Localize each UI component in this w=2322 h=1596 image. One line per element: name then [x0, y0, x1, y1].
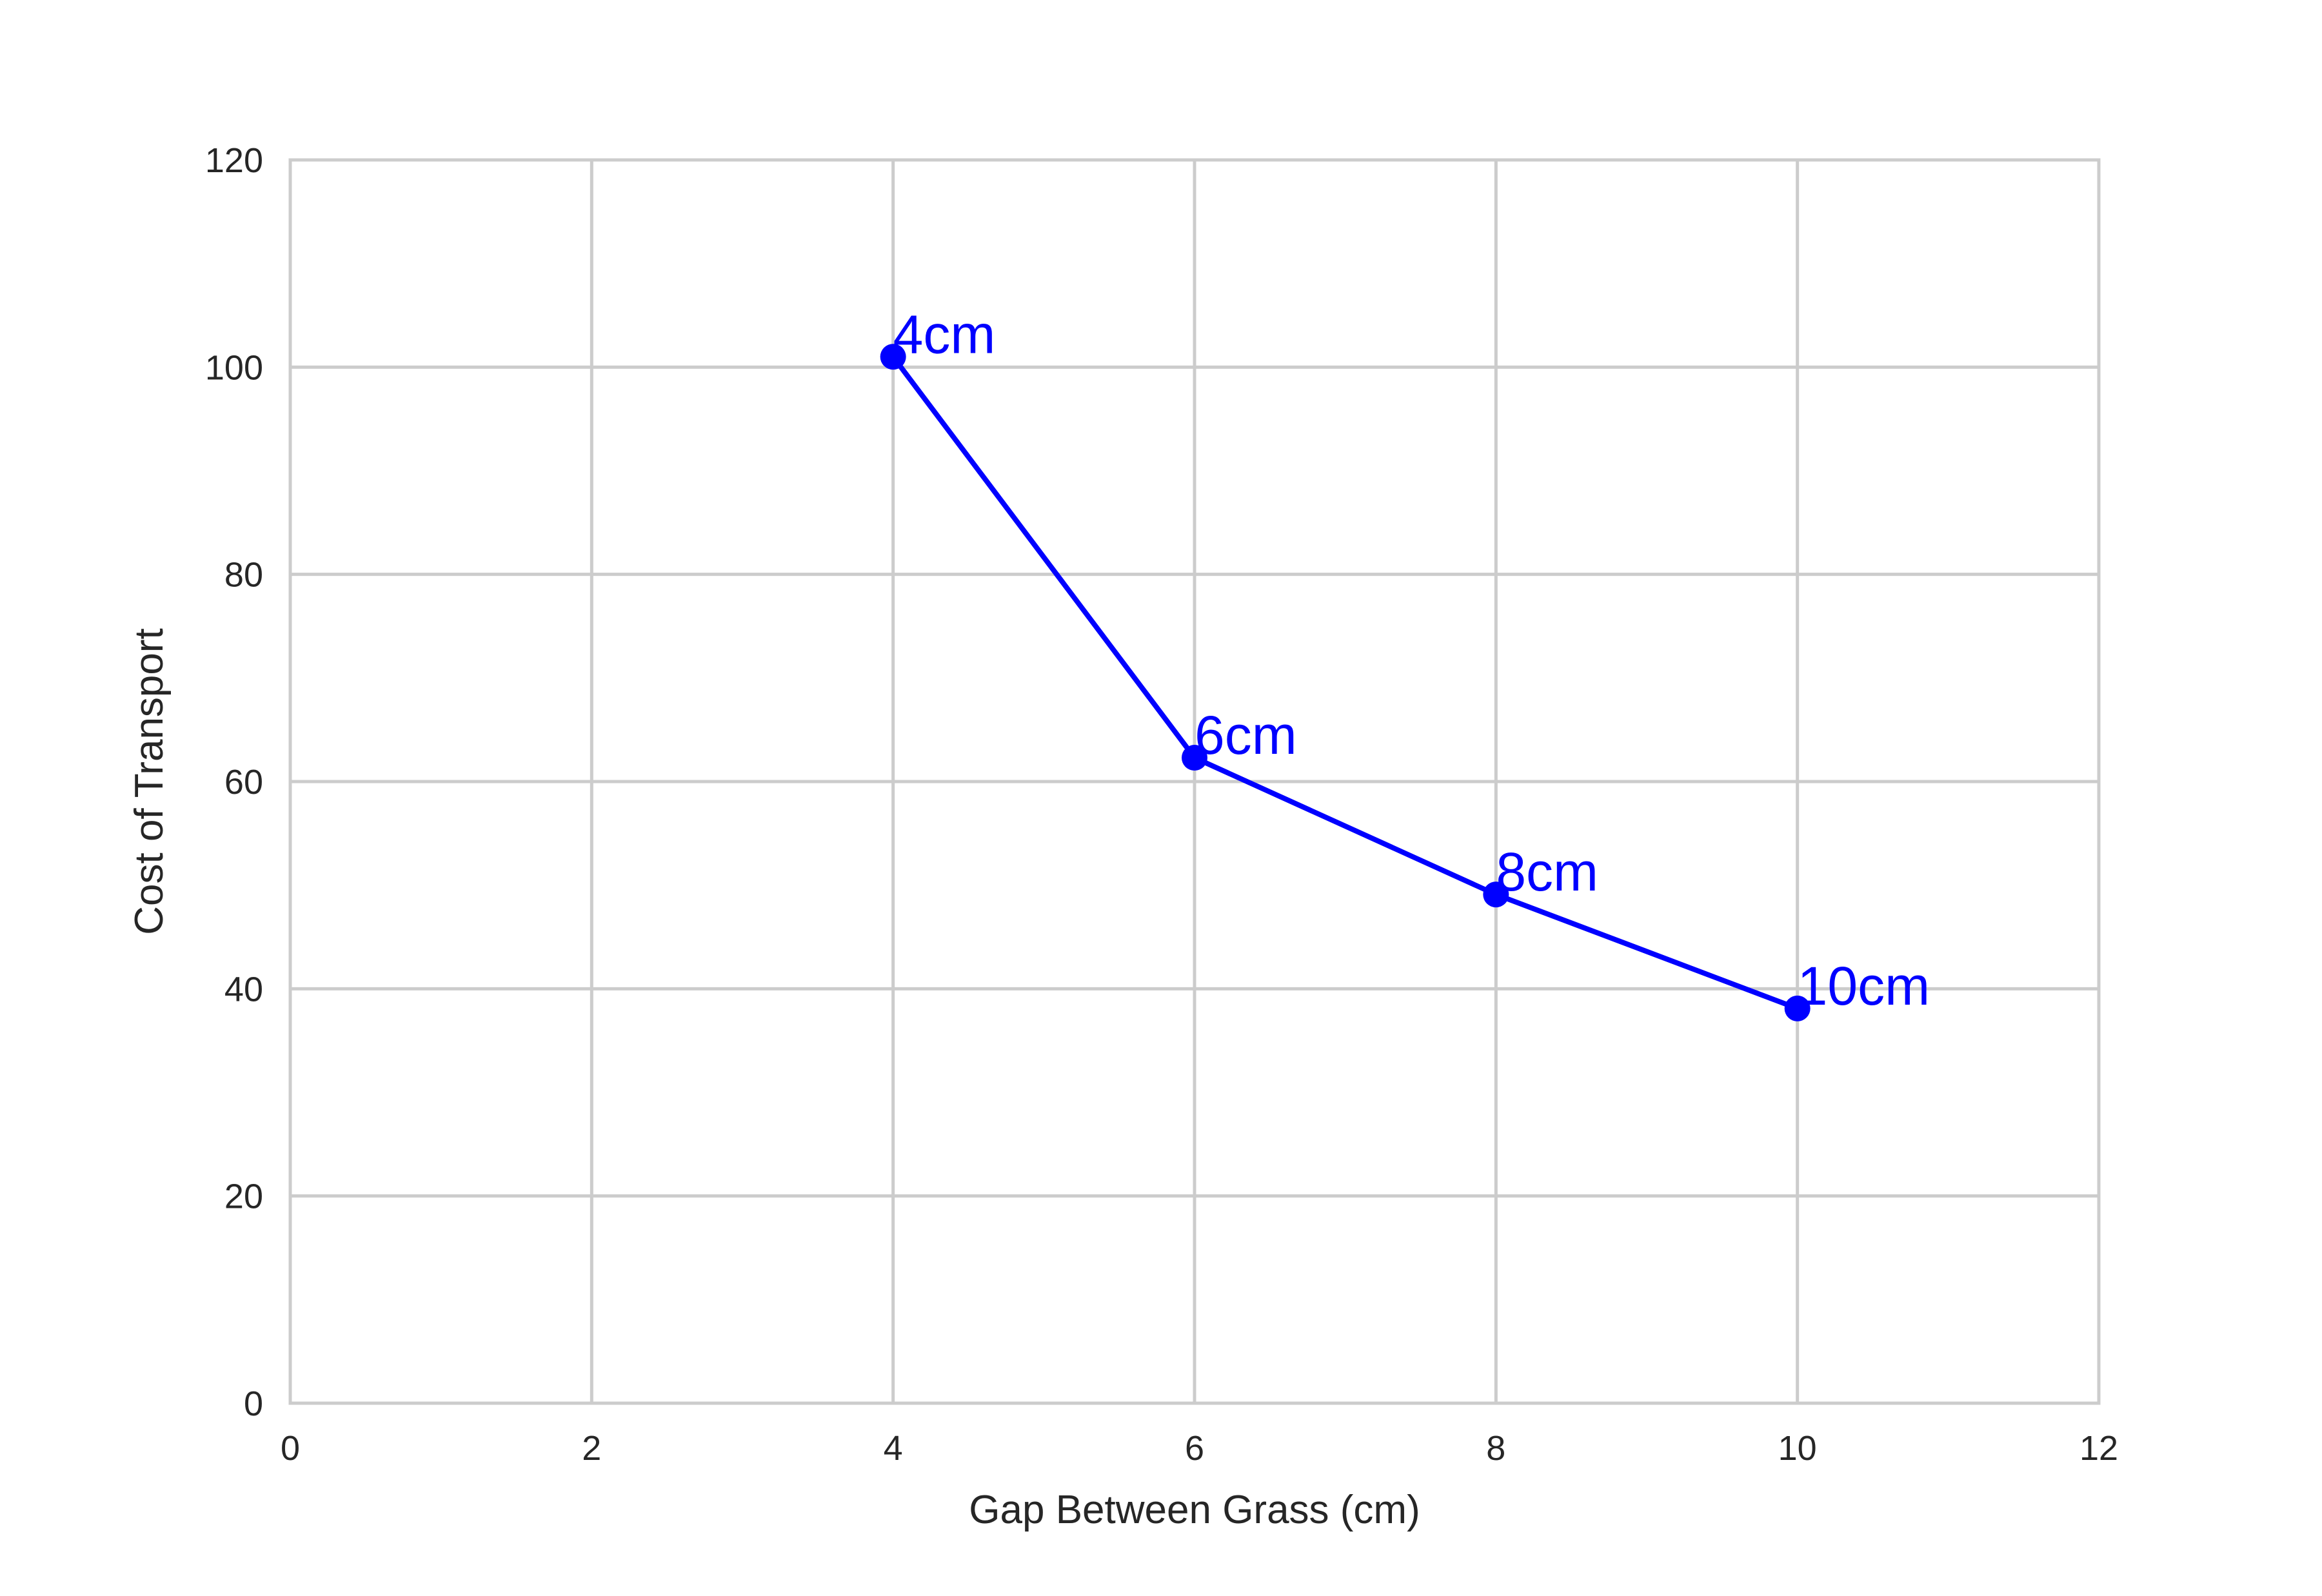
y-axis-ticks: 0 20 40 60 80 100 120 — [205, 141, 263, 1423]
x-axis-ticks: 0 2 4 6 8 10 12 — [281, 1429, 2118, 1468]
data-point — [1483, 882, 1509, 908]
series-group: 4cm 6cm 8cm 10cm — [880, 304, 1930, 1021]
x-tick-label: 0 — [281, 1429, 300, 1468]
x-tick-label: 6 — [1185, 1429, 1204, 1468]
data-point-label: 10cm — [1798, 956, 1930, 1016]
y-tick-label: 40 — [224, 970, 263, 1009]
series-line — [890, 354, 1800, 1011]
data-point-label: 4cm — [893, 304, 996, 364]
y-tick-label: 120 — [205, 141, 263, 180]
plot-frame — [288, 158, 2101, 1405]
y-tick-label: 60 — [224, 763, 263, 802]
x-axis-label: Gap Between Grass (cm) — [969, 1488, 1420, 1532]
y-tick-label: 100 — [205, 348, 263, 387]
y-tick-label: 20 — [224, 1177, 263, 1216]
data-point — [880, 344, 906, 370]
y-tick-label: 80 — [224, 556, 263, 595]
x-tick-label: 12 — [2079, 1429, 2118, 1468]
x-tick-label: 8 — [1486, 1429, 1505, 1468]
x-tick-label: 2 — [582, 1429, 601, 1468]
data-point-label: 8cm — [1496, 842, 1598, 902]
y-axis-label: Cost of Transport — [127, 628, 172, 935]
data-point-label: 6cm — [1195, 705, 1297, 765]
data-point — [1182, 745, 1207, 771]
x-tick-label: 4 — [884, 1429, 903, 1468]
data-point — [1784, 995, 1811, 1021]
y-tick-label: 0 — [244, 1384, 263, 1423]
x-tick-label: 10 — [1778, 1429, 1817, 1468]
